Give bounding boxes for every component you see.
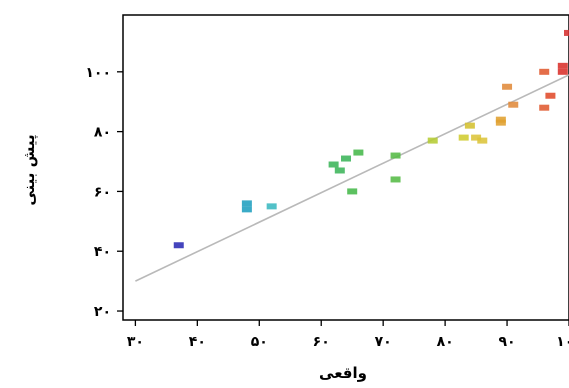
- plot-area: [122, 14, 569, 321]
- y-tick-label: ۶۰: [94, 184, 111, 200]
- data-point: [390, 152, 401, 159]
- points-layer: [173, 29, 569, 249]
- data-point: [347, 188, 358, 195]
- data-point: [539, 68, 550, 75]
- data-point: [353, 149, 364, 156]
- x-tick-label: ۹۰: [499, 334, 516, 350]
- x-axis-title: واقعی: [319, 364, 367, 382]
- data-point: [390, 176, 401, 183]
- data-point: [471, 134, 482, 141]
- x-tick-label: ۷۰: [375, 334, 392, 350]
- data-point: [334, 167, 345, 174]
- y-axis-title: پیش بینی: [20, 134, 39, 205]
- data-point: [502, 83, 513, 90]
- x-axis: ۳۰ ۴۰ ۵۰ ۶۰ ۷۰ ۸۰ ۹۰ ۱۰۰: [127, 320, 569, 350]
- data-point: [564, 29, 569, 36]
- x-tick-label: ۱۰۰: [556, 334, 569, 350]
- data-point: [508, 101, 519, 108]
- data-point: [341, 155, 351, 162]
- data-point: [328, 161, 339, 168]
- fit-line: [135, 74, 569, 282]
- x-tick-label: ۵۰: [251, 334, 268, 350]
- x-tick-label: ۴۰: [189, 334, 206, 350]
- x-tick-label: ۶۰: [313, 334, 330, 350]
- y-tick-label: ۱۰۰: [85, 65, 111, 81]
- data-point: [427, 137, 438, 144]
- y-tick-label: ۲۰: [94, 304, 111, 320]
- x-tick-label: ۳۰: [127, 334, 144, 350]
- data-point: [477, 137, 488, 144]
- fit-line-layer: [135, 74, 569, 282]
- data-point: [266, 203, 277, 210]
- data-point: [458, 134, 469, 141]
- data-point: [545, 92, 556, 99]
- data-point: [241, 200, 252, 207]
- data-point: [241, 206, 252, 213]
- data-point: [557, 68, 568, 75]
- data-point: [173, 242, 184, 249]
- y-tick-label: ۴۰: [94, 244, 111, 260]
- data-point: [464, 122, 475, 129]
- y-axis: ۲۰ ۴۰ ۶۰ ۸۰ ۱۰۰: [85, 65, 123, 320]
- x-tick-label: ۸۰: [437, 334, 454, 350]
- data-point: [539, 104, 550, 111]
- data-point: [495, 119, 506, 126]
- y-tick-label: ۸۰: [94, 125, 111, 141]
- data-point: [557, 62, 568, 69]
